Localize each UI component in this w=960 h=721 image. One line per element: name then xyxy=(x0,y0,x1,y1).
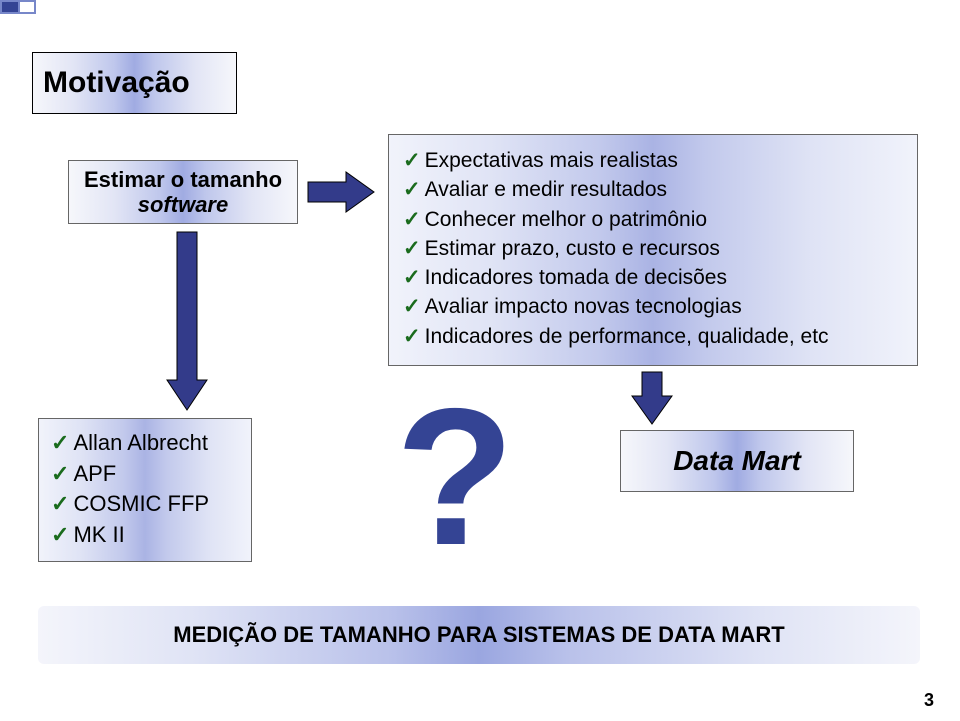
title-box: Motivação xyxy=(32,52,237,114)
corner-decor xyxy=(0,0,36,14)
list-item-text: Expectativas mais realistas xyxy=(425,147,678,174)
bottom-bar: MEDIÇÃO DE TAMANHO PARA SISTEMAS DE DATA… xyxy=(38,606,920,664)
list-item: ✓COSMIC FFP xyxy=(51,490,239,519)
check-icon: ✓ xyxy=(51,460,69,489)
datamart-label: Data Mart xyxy=(673,445,801,477)
estimate-line2: software xyxy=(84,192,282,217)
list-item-text: Avaliar e medir resultados xyxy=(425,176,667,203)
list-item: ✓APF xyxy=(51,460,239,489)
slide-title: Motivação xyxy=(43,66,190,100)
arrow-right xyxy=(306,168,378,216)
check-icon: ✓ xyxy=(403,323,421,350)
datamart-box: Data Mart xyxy=(620,430,854,492)
list-item: ✓Expectativas mais realistas xyxy=(403,147,903,174)
list-item-text: APF xyxy=(73,460,116,489)
check-icon: ✓ xyxy=(51,429,69,458)
methods-list: ✓Allan Albrecht ✓APF ✓COSMIC FFP ✓MK II xyxy=(38,418,252,562)
list-item: ✓Indicadores tomada de decisões xyxy=(403,264,903,291)
check-icon: ✓ xyxy=(403,176,421,203)
list-item-text: COSMIC FFP xyxy=(73,490,209,519)
check-icon: ✓ xyxy=(51,490,69,519)
list-item-text: MK II xyxy=(73,521,124,550)
check-icon: ✓ xyxy=(403,206,421,233)
list-item-text: Indicadores tomada de decisões xyxy=(425,264,727,291)
list-item: ✓Estimar prazo, custo e recursos xyxy=(403,235,903,262)
estimate-box: Estimar o tamanho software xyxy=(68,160,298,224)
arrow-down-right xyxy=(628,370,676,428)
estimate-line1: Estimar o tamanho xyxy=(84,167,282,192)
list-item-text: Avaliar impacto novas tecnologias xyxy=(425,293,742,320)
page-number: 3 xyxy=(924,690,934,711)
bottom-bar-label: MEDIÇÃO DE TAMANHO PARA SISTEMAS DE DATA… xyxy=(173,622,785,648)
slide-root: Motivação Estimar o tamanho software ✓Ex… xyxy=(0,0,960,721)
list-item: ✓Avaliar e medir resultados xyxy=(403,176,903,203)
estimate-box-content: Estimar o tamanho software xyxy=(84,167,282,218)
list-item-text: Conhecer melhor o patrimônio xyxy=(425,206,707,233)
list-item-text: Indicadores de performance, qualidade, e… xyxy=(425,323,829,350)
list-item-text: Allan Albrecht xyxy=(73,429,208,458)
questionmark-icon: ? xyxy=(370,398,540,558)
list-item: ✓Avaliar impacto novas tecnologias xyxy=(403,293,903,320)
check-icon: ✓ xyxy=(403,147,421,174)
check-icon: ✓ xyxy=(403,235,421,262)
list-item: ✓Conhecer melhor o patrimônio xyxy=(403,206,903,233)
corner-decor-filled xyxy=(0,0,18,14)
list-item: ✓Allan Albrecht xyxy=(51,429,239,458)
list-item: ✓Indicadores de performance, qualidade, … xyxy=(403,323,903,350)
corner-decor-empty xyxy=(18,0,36,14)
expectations-list: ✓Expectativas mais realistas ✓Avaliar e … xyxy=(388,134,918,366)
list-item: ✓MK II xyxy=(51,521,239,550)
check-icon: ✓ xyxy=(403,293,421,320)
check-icon: ✓ xyxy=(403,264,421,291)
arrow-down-left xyxy=(163,230,211,414)
list-item-text: Estimar prazo, custo e recursos xyxy=(425,235,720,262)
check-icon: ✓ xyxy=(51,521,69,550)
